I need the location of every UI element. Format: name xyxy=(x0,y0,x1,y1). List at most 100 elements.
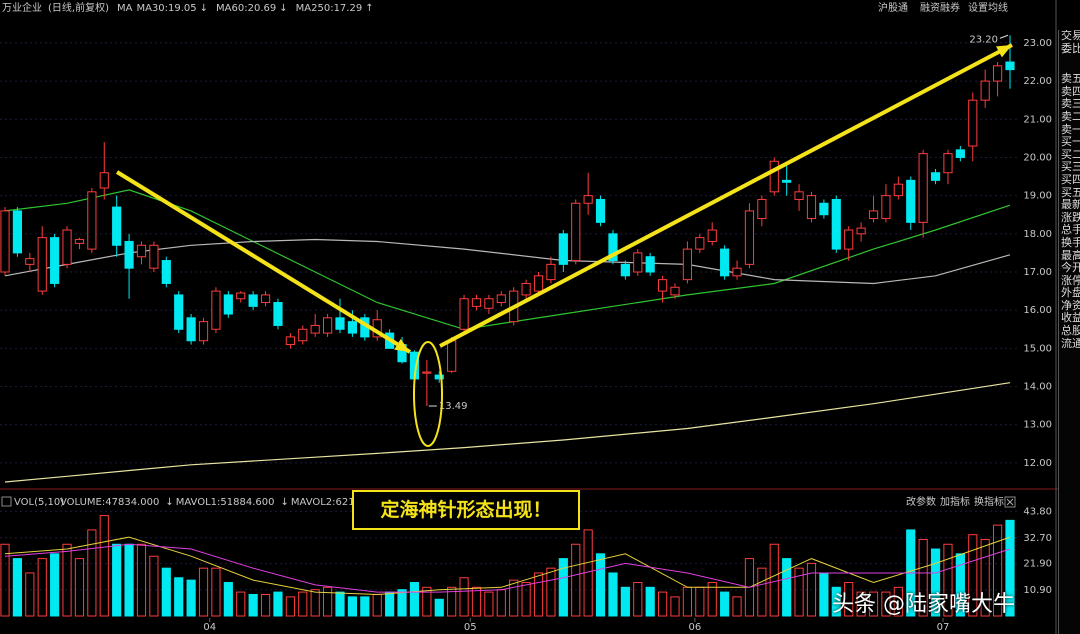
volume-bar xyxy=(248,593,258,617)
volume-bar xyxy=(682,586,693,617)
candle-body xyxy=(720,248,730,277)
candle-body xyxy=(124,240,134,269)
volume-bar xyxy=(608,572,618,617)
volume-bar xyxy=(844,582,854,617)
candle-body xyxy=(484,298,494,309)
volume-bar xyxy=(273,591,283,617)
x-tick-label: 06 xyxy=(688,622,701,633)
volume-bar xyxy=(856,591,866,617)
quote-field: 交易 xyxy=(1061,30,1080,42)
candle-body xyxy=(211,290,221,330)
volume-bar xyxy=(236,591,246,617)
header-text: (日线,前复权) xyxy=(48,1,109,14)
volume-bar xyxy=(769,543,779,617)
quote-field: 买二 xyxy=(1061,147,1080,161)
volume-bar xyxy=(99,515,109,617)
candle-body xyxy=(285,336,295,346)
volume-bar xyxy=(161,567,171,617)
volume-bar xyxy=(397,589,407,617)
y-tick-label: 12.00 xyxy=(1023,458,1052,469)
candle-body xyxy=(459,298,469,330)
header-text: MA30:19.05 xyxy=(136,3,196,14)
volume-bar xyxy=(360,596,370,617)
volume-bar xyxy=(211,567,221,617)
quote-panel: 交易委比卖五卖四卖三卖二卖一买一买二买三买四买五最新涨跌总手换手最高今开涨停外盘… xyxy=(1058,30,1080,634)
y-tick-label: 21.90 xyxy=(1023,559,1052,570)
candle-body xyxy=(112,206,122,246)
volume-bar xyxy=(136,543,147,617)
volume-bar xyxy=(782,558,792,617)
volume-bar xyxy=(571,543,581,617)
volume-bar xyxy=(174,577,184,617)
header-text: ↓ xyxy=(200,3,208,14)
quote-field: 买四 xyxy=(1061,172,1080,186)
volume-bar xyxy=(521,582,531,617)
y-tick-label: 15.00 xyxy=(1023,343,1052,354)
volume-bar xyxy=(831,586,841,617)
header-text: MA xyxy=(117,3,133,14)
quote-field: 卖三 xyxy=(1061,97,1080,111)
candle-body xyxy=(447,340,457,372)
candle-body xyxy=(645,256,655,273)
volume-bar xyxy=(868,591,879,617)
close-icon xyxy=(1004,496,1016,508)
volume-bar xyxy=(558,558,568,617)
volume-bar xyxy=(260,593,271,617)
volume-bar xyxy=(806,562,817,617)
header-text: ↑ xyxy=(365,3,373,14)
quote-field: 外盘 xyxy=(1061,286,1080,300)
candle-body xyxy=(248,294,258,307)
candle-body xyxy=(74,239,85,244)
quote-field: 卖一 xyxy=(1061,122,1080,136)
volume-bar xyxy=(484,591,494,617)
candle-body xyxy=(868,210,879,220)
volume-bar xyxy=(37,558,47,617)
volume-bar xyxy=(819,572,829,617)
y-tick-label: 43.80 xyxy=(1023,506,1052,517)
candle-body xyxy=(471,298,482,307)
volume-bar xyxy=(459,577,469,617)
y-tick-label: 13.00 xyxy=(1023,420,1052,431)
close-icon xyxy=(1006,498,1014,506)
candle-body xyxy=(930,172,941,181)
candle-body xyxy=(422,371,432,374)
candle-body xyxy=(260,294,271,304)
volume-bar xyxy=(310,589,320,617)
candle-body xyxy=(546,263,556,281)
candle-body xyxy=(620,263,630,277)
volume-bar xyxy=(496,589,506,617)
y-tick-label: 10.90 xyxy=(1023,585,1052,596)
watermark: 头条 @陆家嘴大牛 xyxy=(832,592,1015,617)
y-tick-label: 32.70 xyxy=(1023,533,1052,544)
ma-line xyxy=(4,189,1011,330)
candle-body xyxy=(236,292,246,300)
y-tick-label: 14.00 xyxy=(1023,382,1052,393)
volume-bar xyxy=(992,524,1003,617)
y-tick-label: 21.00 xyxy=(1023,114,1052,125)
volume-bar xyxy=(794,567,804,617)
volume-bar xyxy=(50,553,60,617)
legend-arrow: ↓ xyxy=(280,497,288,508)
candle-body xyxy=(149,244,159,269)
tool-link: 换指标 xyxy=(974,495,1004,508)
volume-bar xyxy=(12,558,23,617)
y-tick-label: 19.00 xyxy=(1023,191,1052,202)
arrow-head xyxy=(996,45,1012,58)
candle-body xyxy=(856,227,866,235)
volume-bar xyxy=(298,591,308,617)
y-tick-label: 16.00 xyxy=(1023,305,1052,316)
volume-bar xyxy=(1005,519,1015,617)
volume-bar xyxy=(968,534,978,617)
candle-body xyxy=(161,260,171,284)
quote-field: 收益 xyxy=(1061,311,1080,325)
candle-body xyxy=(732,267,742,277)
ma-line xyxy=(4,382,1011,483)
quote-field: 涨跌 xyxy=(1061,210,1080,224)
y-tick-label: 17.00 xyxy=(1023,267,1052,278)
header-text: ↓ xyxy=(279,3,287,14)
legend-entry: MAVOL2:62140.300 xyxy=(291,497,390,508)
header-link: 融资融券 xyxy=(920,1,960,14)
candle-body xyxy=(695,237,705,250)
candle-body xyxy=(608,233,618,262)
candle-body xyxy=(273,302,283,326)
